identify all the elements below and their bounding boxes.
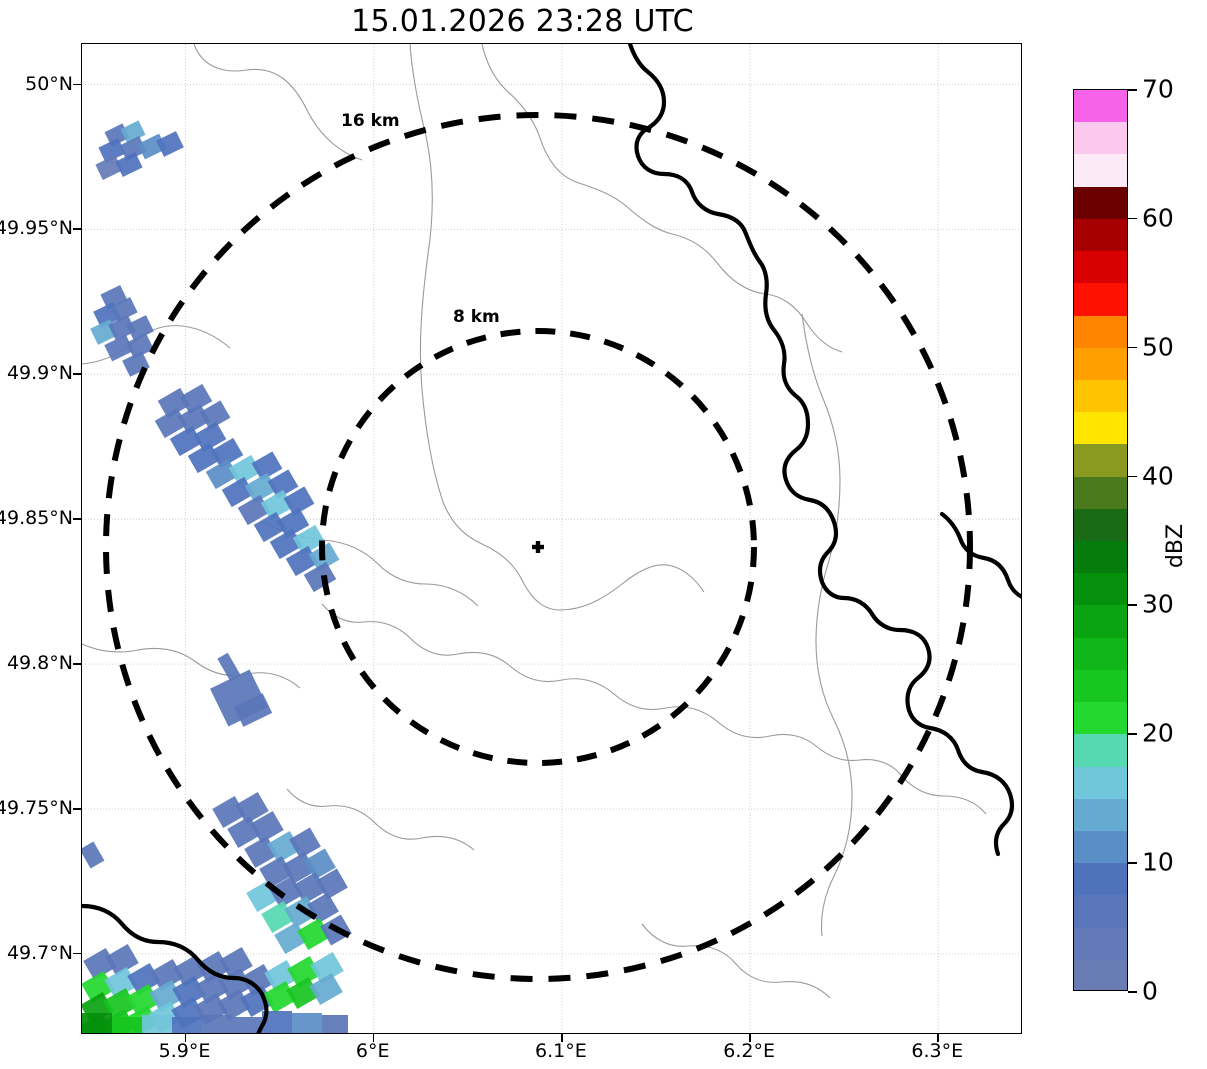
colorbar-band	[1074, 122, 1127, 156]
x-axis-tick-label: 6.3°E	[911, 1040, 964, 1062]
colorbar-tick-label: 70	[1142, 74, 1174, 104]
y-axis-tick-label: 49.7°N	[6, 941, 73, 964]
colorbar-band	[1074, 154, 1127, 188]
colorbar[interactable]	[1073, 89, 1128, 991]
colorbar-tick-label: 60	[1142, 203, 1174, 233]
y-axis-tick-label: 49.85°N	[0, 507, 73, 530]
x-axis-tick-label: 5.9°E	[158, 1040, 211, 1062]
colorbar-tick-mark	[1128, 733, 1137, 735]
y-axis-tick-mark	[73, 228, 81, 231]
x-axis-tick-label: 6.2°E	[723, 1040, 775, 1062]
colorbar-tick-label: 10	[1142, 847, 1174, 877]
colorbar-band	[1074, 283, 1127, 317]
colorbar-band	[1074, 251, 1127, 284]
colorbar-tick-mark	[1128, 862, 1137, 864]
map-plot-area[interactable]	[81, 43, 1022, 1034]
radar-echo-cells	[82, 120, 352, 1033]
colorbar-band	[1074, 412, 1127, 445]
y-axis-tick-mark	[73, 518, 81, 520]
range-ring-label: 8 km	[453, 307, 500, 327]
colorbar-band	[1074, 476, 1127, 510]
colorbar-tick-mark	[1128, 89, 1137, 91]
y-axis-tick-mark	[73, 83, 81, 86]
admin-boundaries	[82, 44, 987, 999]
range-ring-label: 16 km	[341, 111, 400, 131]
y-axis-tick-mark	[73, 952, 81, 955]
figure-title: 15.01.2026 23:28 UTC	[351, 4, 694, 39]
colorbar-band	[1074, 573, 1127, 607]
colorbar-tick-mark	[1128, 604, 1137, 607]
colorbar-band	[1074, 959, 1127, 990]
y-axis-tick-label: 49.75°N	[0, 796, 73, 819]
colorbar-band	[1074, 444, 1127, 478]
colorbar-band	[1074, 605, 1127, 639]
country-border	[82, 44, 1021, 1033]
x-axis-tick-mark	[749, 1034, 751, 1042]
y-axis-tick-label: 49.9°N	[6, 362, 73, 385]
colorbar-tick-mark	[1128, 346, 1137, 349]
colorbar-tick-label: 40	[1142, 461, 1174, 491]
radar-site-marker	[532, 541, 544, 553]
x-axis-tick-label: 6°E	[355, 1040, 390, 1062]
x-axis-tick-mark	[372, 1034, 375, 1042]
x-axis-tick-mark	[560, 1034, 563, 1042]
y-axis-tick-mark	[73, 373, 81, 375]
colorbar-band	[1074, 315, 1127, 349]
map-svg	[82, 44, 1021, 1033]
colorbar-title: dBZ	[1163, 523, 1188, 569]
colorbar-tick-mark	[1128, 475, 1137, 478]
colorbar-band	[1074, 830, 1127, 864]
x-axis-tick-mark	[937, 1034, 939, 1042]
y-axis-tick-mark	[73, 807, 81, 810]
colorbar-band	[1074, 186, 1127, 220]
colorbar-tick-label: 50	[1142, 332, 1174, 362]
colorbar-band	[1074, 927, 1127, 961]
grid-lines	[82, 44, 1021, 1033]
colorbar-tick-mark	[1128, 217, 1137, 220]
colorbar-band	[1074, 218, 1127, 252]
colorbar-tick-label: 20	[1142, 718, 1174, 748]
colorbar-band	[1074, 766, 1127, 800]
colorbar-band	[1074, 637, 1127, 671]
y-axis-tick-label: 50°N	[25, 72, 73, 95]
colorbar-band	[1074, 702, 1127, 735]
colorbar-band	[1074, 798, 1127, 832]
colorbar-band	[1074, 734, 1127, 768]
x-axis-tick-mark	[184, 1034, 187, 1042]
range-rings	[103, 112, 973, 982]
colorbar-band	[1074, 90, 1127, 123]
colorbar-band	[1074, 347, 1127, 381]
x-axis-tick-label: 6.1°E	[535, 1040, 587, 1062]
colorbar-band	[1074, 379, 1127, 413]
y-axis-tick-mark	[73, 663, 81, 665]
colorbar-tick-label: 30	[1142, 589, 1174, 619]
y-axis-tick-label: 49.95°N	[0, 217, 73, 240]
colorbar-band	[1074, 508, 1127, 542]
map-clip	[82, 44, 1021, 1033]
colorbar-tick-mark	[1128, 991, 1137, 993]
colorbar-band	[1074, 541, 1127, 574]
y-axis-tick-label: 49.8°N	[6, 652, 73, 675]
colorbar-tick-label: 0	[1142, 976, 1158, 1006]
colorbar-band	[1074, 669, 1127, 703]
colorbar-band	[1074, 863, 1127, 896]
colorbar-band	[1074, 895, 1127, 929]
